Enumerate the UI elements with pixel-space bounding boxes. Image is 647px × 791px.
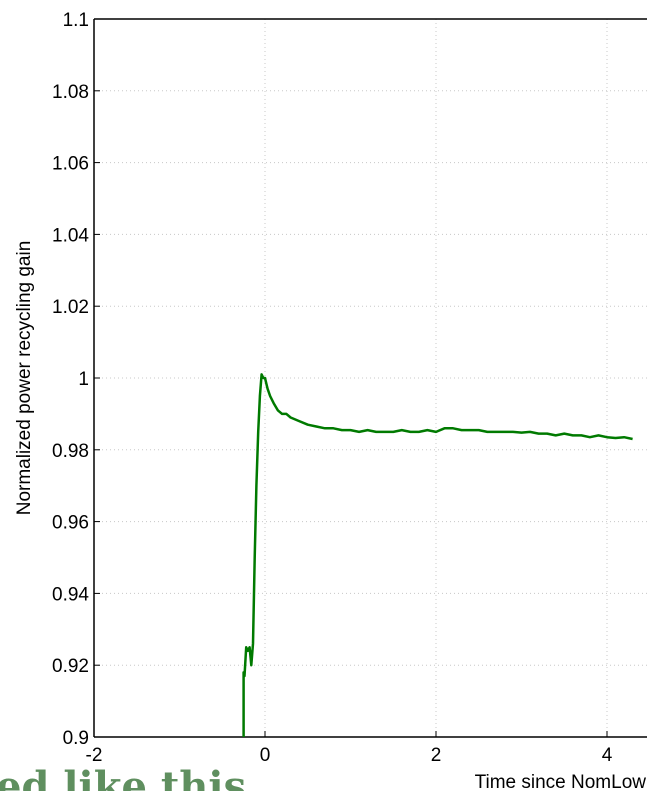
series-layer	[242, 373, 633, 737]
y-tick-label: 1.06	[52, 154, 89, 175]
x-tick-label: -2	[86, 745, 103, 766]
y-tick-label: 0.96	[52, 513, 89, 534]
tick-layer: 0.9 0.92 0.94 0.96 0.98 1 1.02 1.04 1.06 1.08 1.1 -…	[52, 10, 613, 766]
x-tick-label: 0	[260, 745, 271, 766]
y-tick-label: 1.02	[52, 297, 89, 318]
grid-layer	[94, 19, 647, 737]
y-tick-label: 0.92	[52, 656, 89, 677]
x-tick-label: 4	[602, 745, 613, 766]
x-tick-label: 2	[431, 745, 442, 766]
series-line	[242, 373, 633, 737]
x-axis-title: Time since NomLow	[475, 772, 647, 791]
y-tick-label: 1.04	[52, 225, 89, 246]
y-tick-label: 0.94	[52, 584, 89, 605]
y-axis-title: Normalized power recycling gain	[14, 241, 35, 516]
y-tick-label: 1	[78, 369, 89, 390]
y-tick-label: 0.98	[52, 441, 89, 462]
y-tick-label: 1.1	[63, 10, 89, 31]
y-tick-label: 1.08	[52, 82, 89, 103]
y-tick-label: 0.9	[63, 728, 89, 749]
footer-text: ed like this	[0, 763, 246, 791]
